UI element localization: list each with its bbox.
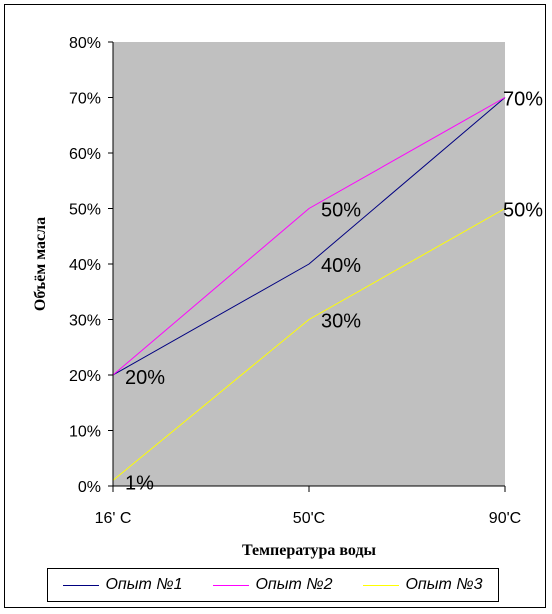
legend-item-series-3: Опыт №3 xyxy=(363,576,483,594)
axis-layer: 0% 10% 20% 30% 40% 50% 60% 70% 80% 16' C 50'C 90'C xyxy=(69,35,521,527)
x-tick-label: 50'C xyxy=(293,510,325,527)
data-label-series-1: 70% xyxy=(503,89,543,111)
legend-label-series-2: Опыт №2 xyxy=(255,576,333,593)
legend-swatch-series-2 xyxy=(213,584,250,586)
x-axis-title: Температура воды xyxy=(242,542,377,559)
legend-label-series-3: Опыт №3 xyxy=(405,576,483,593)
y-tick-label: 20% xyxy=(69,368,101,385)
x-tick-label: 90'C xyxy=(489,510,521,527)
legend-item-series-1: Опыт №1 xyxy=(63,576,183,594)
y-tick-label: 40% xyxy=(69,257,101,274)
data-label-series-1: 40% xyxy=(321,255,361,277)
data-label-series-2: 50% xyxy=(321,200,361,222)
y-tick-label: 50% xyxy=(69,202,101,219)
series-line-1 xyxy=(112,97,506,376)
data-label-series-1: 20% xyxy=(125,367,165,389)
legend-swatch-series-3 xyxy=(363,584,400,586)
x-tick-label: 16' C xyxy=(95,510,132,527)
y-tick-label: 30% xyxy=(69,313,101,330)
legend-label-series-1: Опыт №1 xyxy=(105,576,183,593)
y-tick-label: 80% xyxy=(69,35,101,52)
y-axis-title: Объём масла xyxy=(32,217,49,311)
y-tick-label: 60% xyxy=(69,146,101,163)
y-tick-label: 10% xyxy=(69,424,101,441)
y-tick-label: 0% xyxy=(78,479,101,496)
data-label-series-3: 50% xyxy=(503,200,543,222)
y-tick-label: 70% xyxy=(69,91,101,108)
series-line-2 xyxy=(112,97,506,376)
legend-swatch-series-1 xyxy=(63,584,100,586)
series-line-3 xyxy=(112,208,506,481)
data-label-series-3: 30% xyxy=(321,311,361,333)
series-layer xyxy=(112,97,506,481)
data-label-series-3: 1% xyxy=(125,472,154,494)
legend-item-series-2: Опыт №2 xyxy=(213,576,333,594)
data-label-layer: 20% 40% 70% 50% 1% 30% 50% xyxy=(125,89,543,495)
legend: Опыт №1 Опыт №2 Опыт №3 xyxy=(47,568,499,602)
